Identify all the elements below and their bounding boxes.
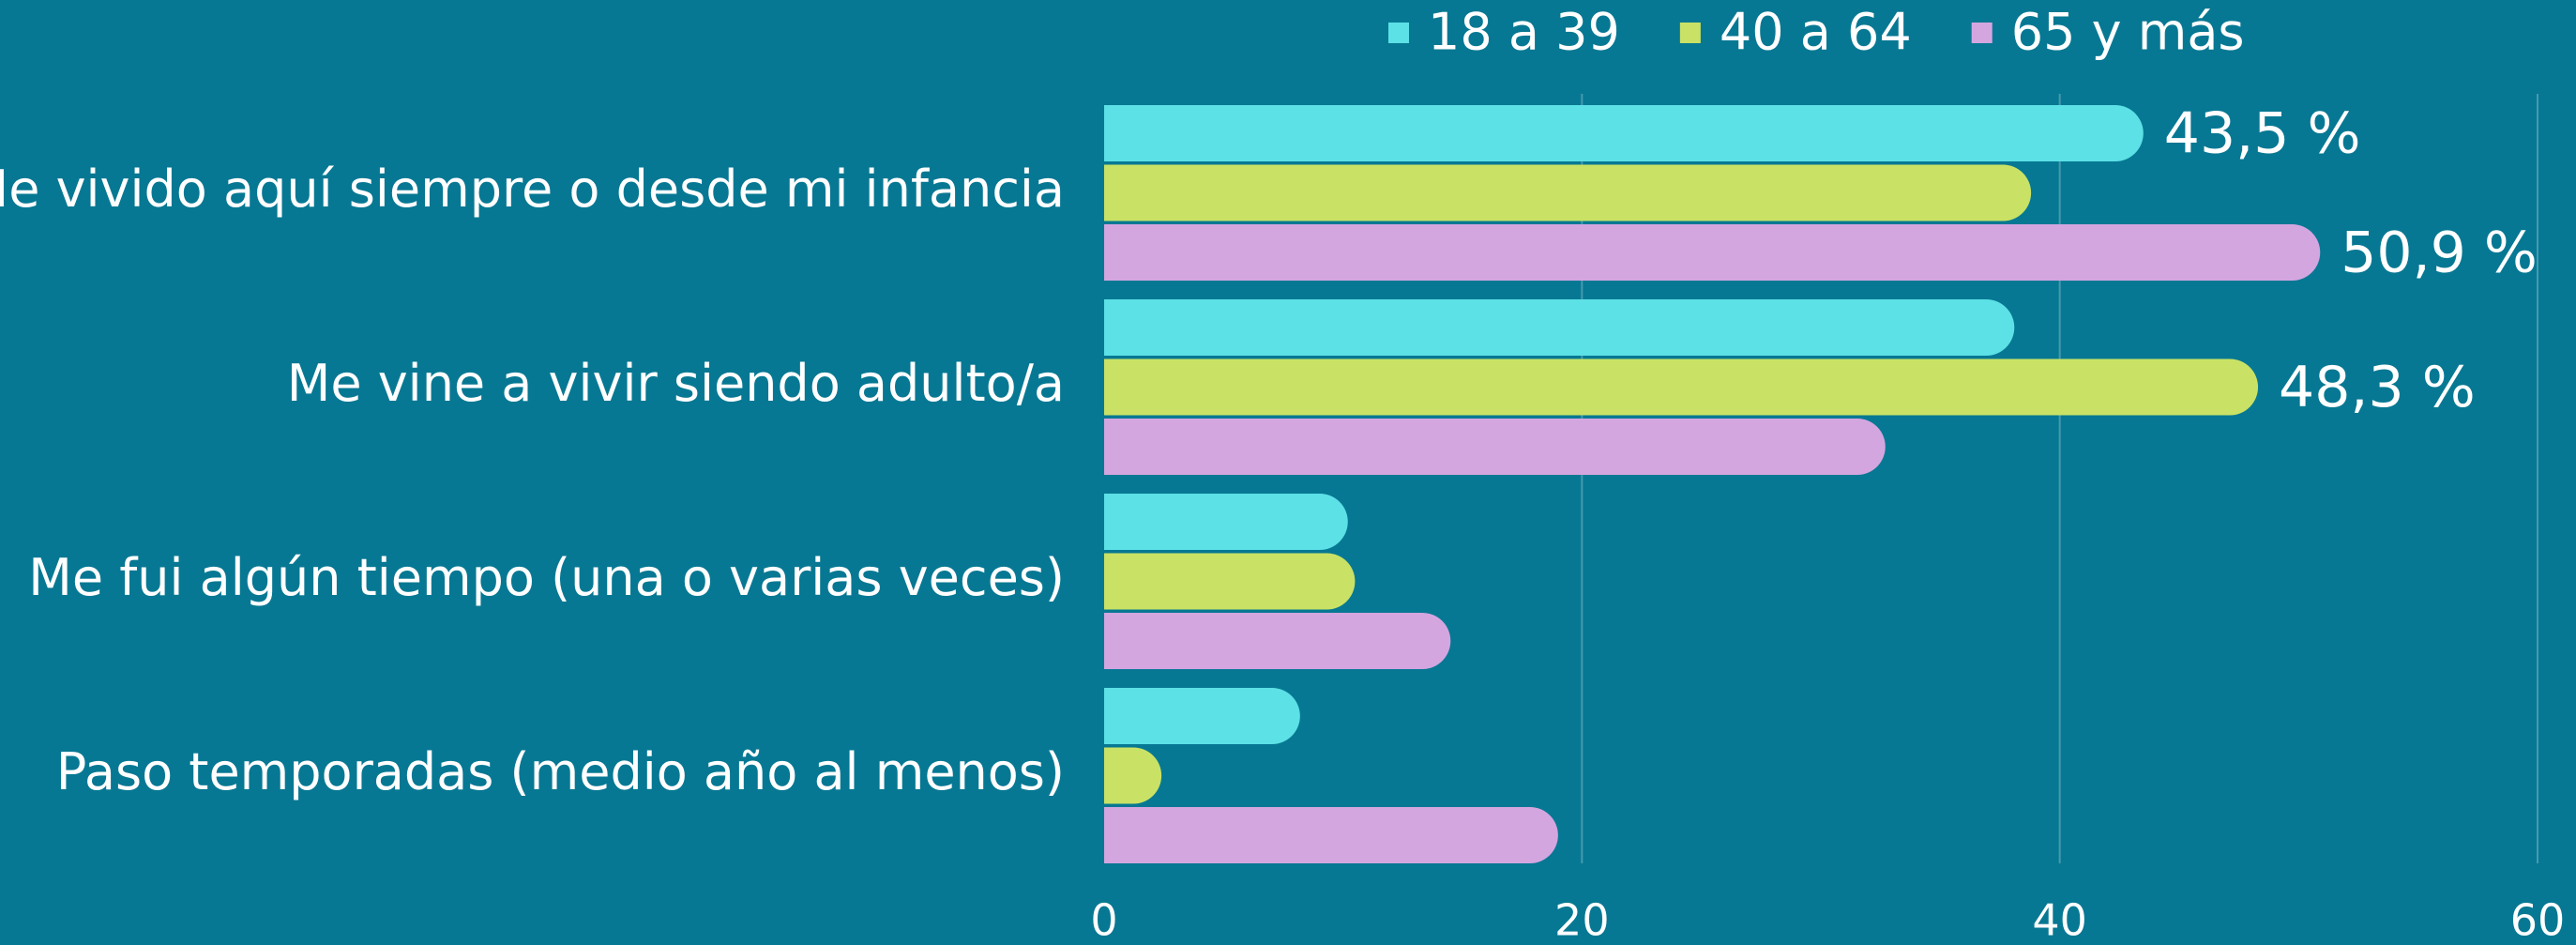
category-label: He vivido aquí siempre o desde mi infanc… [0, 160, 1065, 219]
bar [1104, 747, 1162, 804]
legend-swatch [1971, 23, 1993, 43]
x-tick-label: 20 [1554, 895, 1610, 945]
bar [1104, 299, 2015, 356]
legend-swatch [1679, 23, 1701, 43]
bar [1104, 553, 1356, 610]
bar [1104, 358, 2259, 416]
bar [1104, 105, 2144, 161]
bar [1104, 494, 1348, 550]
bar [1104, 613, 1451, 669]
x-tick-label: 60 [2510, 895, 2566, 945]
value-label: 50,9 % [2341, 221, 2538, 286]
x-tick-label: 0 [1090, 895, 1117, 945]
legend-label: 40 a 64 [1720, 3, 1912, 62]
legend-label: 65 y más [2011, 3, 2245, 62]
category-label: Me fui algún tiempo (una o varias veces) [28, 548, 1065, 607]
category-label: Me vine a vivir siendo adulto/a [287, 354, 1065, 413]
bar [1104, 164, 2032, 221]
legend-swatch [1388, 23, 1409, 43]
category-label: Paso temporadas (medio año al menos) [56, 742, 1065, 801]
legend-label: 18 a 39 [1428, 3, 1620, 62]
bar [1104, 688, 1300, 744]
value-label: 48,3 % [2279, 355, 2476, 420]
value-label: 43,5 % [2164, 101, 2361, 167]
bar [1104, 419, 1886, 475]
bar [1104, 807, 1558, 863]
x-tick-label: 40 [2032, 895, 2087, 945]
bar [1104, 224, 2321, 281]
